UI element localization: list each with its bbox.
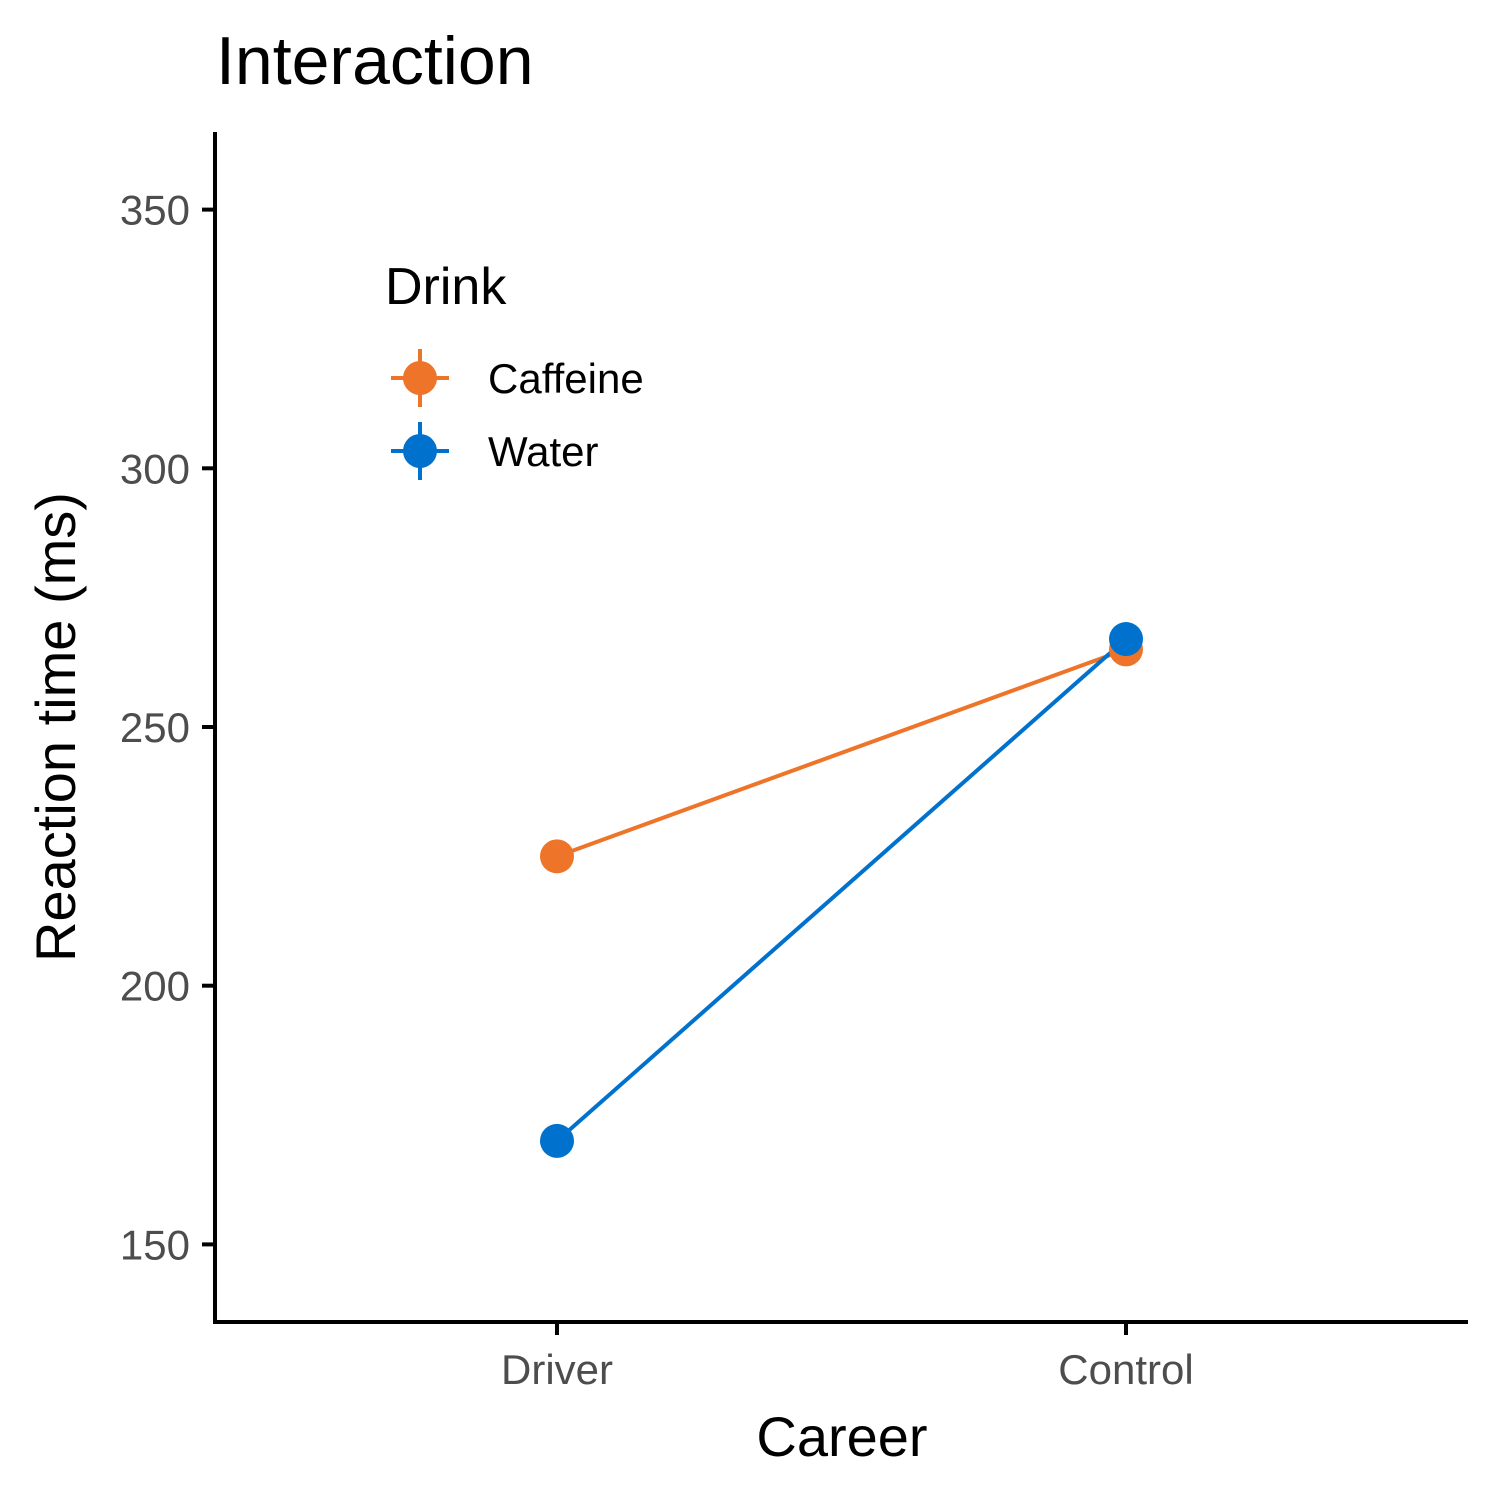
x-axis-title: Career [756, 1405, 927, 1468]
legend-items: Caffeine Water [391, 349, 644, 480]
y-tick-label: 150 [120, 1221, 190, 1268]
y-tick-label: 300 [120, 445, 190, 492]
legend-key-point [403, 434, 437, 468]
data-point-caffeine-driver [540, 839, 574, 874]
plot-area: 150 200 250 300 350 Driver Control [120, 132, 1468, 1393]
legend-title: Drink [385, 258, 507, 316]
legend-item-water: Water [391, 422, 598, 480]
y-tick-label: 350 [120, 187, 190, 234]
y-axis-ticks: 150 200 250 300 350 [120, 187, 215, 1268]
series-layer [540, 622, 1143, 1158]
y-axis-title: Reaction time (ms) [24, 492, 87, 962]
chart-title: Interaction [216, 23, 534, 99]
series-line-caffeine [556, 647, 1127, 859]
legend-label: Caffeine [488, 355, 644, 402]
series-line-water [555, 637, 1128, 1143]
legend-item-caffeine: Caffeine [391, 349, 644, 407]
legend: Drink Caffeine Water [385, 258, 644, 480]
data-point-water-control [1109, 622, 1143, 657]
x-tick-label-driver: Driver [501, 1346, 613, 1393]
y-tick-label: 250 [120, 704, 190, 751]
y-tick-label: 200 [120, 963, 190, 1010]
legend-key-point [403, 361, 437, 395]
x-tick-label-control: Control [1058, 1346, 1193, 1393]
x-axis-ticks: Driver Control [501, 1322, 1194, 1393]
data-point-water-driver [540, 1123, 574, 1158]
legend-label: Water [488, 428, 598, 475]
